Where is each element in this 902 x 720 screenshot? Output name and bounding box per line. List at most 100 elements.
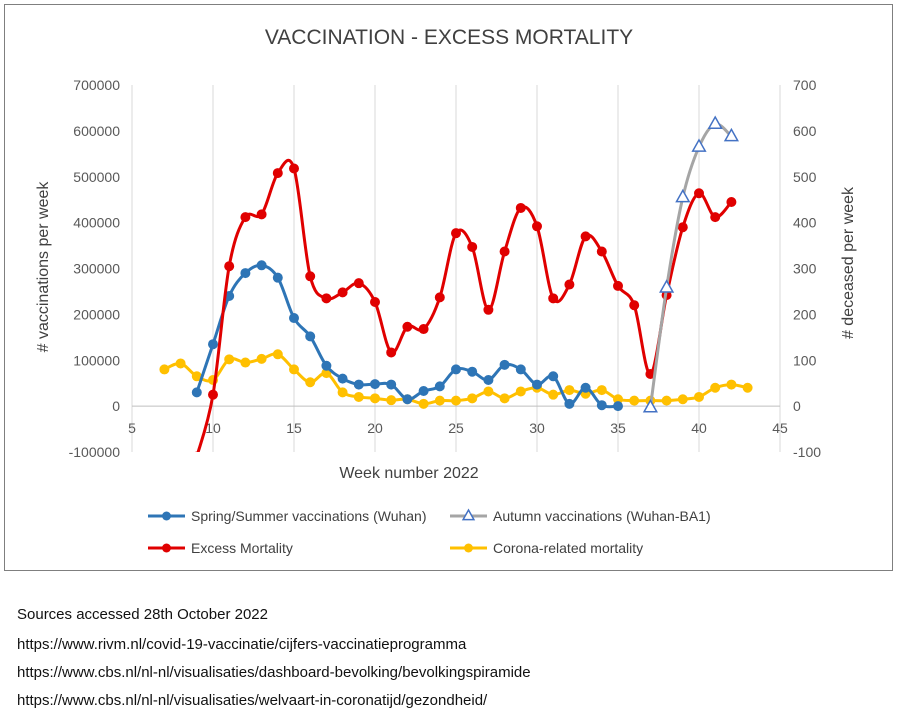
series-point-circle [240,357,251,368]
x-tick-label: 35 [610,420,626,436]
sources-heading: Sources accessed 28th October 2022 [17,606,268,623]
series-point-circle [564,398,575,409]
chart-svg: VACCINATION - EXCESS MORTALITY 5 10 15 20 25 3… [35,26,857,556]
series-point-circle [240,268,251,279]
series-point-circle [289,163,299,174]
series-point-circle [726,196,737,207]
y-axis-left-title: # vaccinations per week [35,181,52,353]
series-point-circle [159,364,170,375]
series-point-circle [548,371,559,382]
series-point-circle [483,386,494,397]
series-point-circle [305,331,316,342]
series-point-circle [434,395,445,406]
series-point-circle [451,395,461,406]
y-left-tick-label: 200000 [73,306,120,322]
series-point-circle [305,271,316,282]
x-tick-label: 40 [691,420,707,436]
series-point-circle [629,395,640,406]
source-link-cbs-bevolking[interactable]: https://www.cbs.nl/nl-nl/visualisaties/d… [17,664,531,681]
chart-container: VACCINATION - EXCESS MORTALITY 5 10 15 20 25 3… [4,4,893,571]
series-point-circle [272,272,283,283]
series-point-circle [661,395,672,406]
legend-label: Excess Mortality [191,540,293,556]
series-point-circle [515,364,526,375]
series-group-1 [642,115,739,413]
series-point-circle [386,395,397,406]
y-left-tick-label: 500000 [73,169,120,185]
y-left-tick-label: 100000 [73,352,120,368]
y-axis-right-title: # deceased per week [840,186,857,339]
x-tick-label: 25 [448,420,464,436]
series-point-circle [434,292,445,303]
series-point-circle [208,389,218,400]
series-point-circle [337,387,348,398]
series-point-circle [596,400,607,411]
series-point-circle [499,359,510,370]
series-point-circle [677,394,688,405]
series-point-circle [726,379,737,390]
series-point-circle [370,296,380,307]
series-point-circle [596,246,607,257]
series-point-circle [613,401,623,412]
series-point-circle [272,168,283,179]
series-point-circle [224,354,235,365]
legend-swatch-marker [461,508,476,521]
series-point-circle [710,212,721,223]
series-point-circle [289,313,299,324]
legend-swatch-marker [464,543,473,553]
source-link-rivm[interactable]: https://www.rivm.nl/covid-19-vaccinatie/… [17,636,467,653]
y-left-tick-label: 0 [112,398,120,414]
y-left-tick-label: 600000 [73,123,120,139]
series-point-circle [694,391,704,402]
y-right-tick-label: 500 [793,169,817,185]
chart-title: VACCINATION - EXCESS MORTALITY [265,26,633,49]
series-point-circle [742,382,753,393]
series-point-circle [548,293,559,304]
y-right-tick-label: 700 [793,77,817,93]
series-point-triangle [675,188,691,203]
x-tick-label: 45 [772,420,788,436]
legend-label: Spring/Summer vaccinations (Wuhan) [191,508,427,524]
series-point-circle [467,393,478,404]
x-tick-label: 20 [367,420,383,436]
series-point-circle [515,386,526,397]
series-point-circle [677,222,688,233]
series-point-circle [564,385,575,396]
series-point-circle [499,393,510,404]
y-right-tick-label: 300 [793,261,817,277]
legend-label: Autumn vaccinations (Wuhan-BA1) [493,508,711,524]
source-link-cbs-gezondheid[interactable]: https://www.cbs.nl/nl-nl/visualisaties/w… [17,692,488,709]
series-point-circle [337,373,348,384]
series-point-circle [289,364,299,375]
series-point-circle [483,304,494,315]
series-point-circle [224,261,235,272]
series-point-circle [467,366,478,377]
series-point-circle [370,379,380,390]
series-point-circle [191,387,202,398]
series-point-circle [434,381,445,392]
series-line-0 [195,263,619,409]
y-right-tick-label: 200 [793,306,817,322]
series-point-circle [386,347,397,358]
series-line-2 [196,158,733,452]
series-point-circle [596,385,607,396]
x-tick-label: 10 [205,420,221,436]
legend-label: Corona-related mortality [493,540,643,556]
series-point-circle [629,300,640,311]
series-line-1 [648,122,733,408]
series-group-2 [194,158,737,452]
series-point-circle [613,280,623,291]
series-point-circle [321,360,332,371]
y-right-tick-label: 0 [793,398,801,414]
y-left-tick-label: 700000 [73,77,120,93]
legend-swatch-marker [162,543,171,553]
y-right-tick-label: 100 [793,352,817,368]
x-tick-label: 15 [286,420,302,436]
series-point-circle [272,349,283,360]
series-point-circle [337,287,348,298]
series-point-circle [694,188,704,199]
series-point-triangle [707,115,723,129]
series-point-triangle [659,279,675,293]
x-tick-label: 30 [529,420,545,436]
x-axis-title: Week number 2022 [339,465,478,482]
